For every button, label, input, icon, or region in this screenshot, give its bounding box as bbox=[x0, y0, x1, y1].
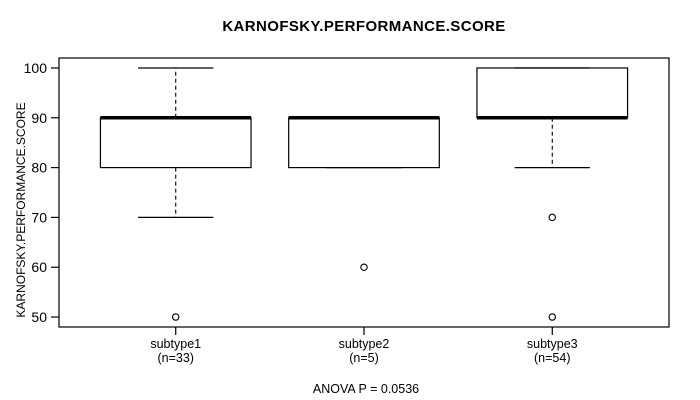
boxplot-box bbox=[288, 117, 440, 169]
y-tick-label: 100 bbox=[24, 60, 48, 76]
outlier-point bbox=[548, 313, 557, 321]
outlier-point bbox=[171, 313, 180, 321]
group-label: subtype2 bbox=[339, 337, 390, 351]
y-tick-label: 60 bbox=[31, 259, 47, 275]
chart-title: KARNOFSKY.PERFORMANCE.SCORE bbox=[222, 18, 505, 35]
y-tick-label: 80 bbox=[31, 160, 47, 176]
boxplot-box bbox=[99, 117, 252, 169]
plot-area: 50 60 70 80 90 100 subtype1(n=33) subtype2(n=5)… bbox=[24, 57, 670, 365]
boxplot-box bbox=[476, 67, 629, 119]
group-sublabel: (n=5) bbox=[349, 351, 379, 365]
group-sublabel: (n=54) bbox=[534, 351, 570, 365]
group-label: subtype3 bbox=[527, 337, 578, 351]
y-tick-label: 70 bbox=[31, 209, 47, 225]
y-tick-label: 90 bbox=[31, 110, 47, 126]
outlier-point bbox=[360, 263, 368, 271]
anova-annotation: ANOVA P = 0.0536 bbox=[313, 382, 419, 396]
y-axis-label: KARNOFSKY.PERFORMANCE.SCORE bbox=[14, 102, 28, 317]
outlier-point bbox=[548, 213, 557, 222]
group-sublabel: (n=33) bbox=[157, 351, 193, 365]
y-tick-label: 50 bbox=[31, 309, 47, 325]
group-label: subtype1 bbox=[150, 337, 201, 351]
